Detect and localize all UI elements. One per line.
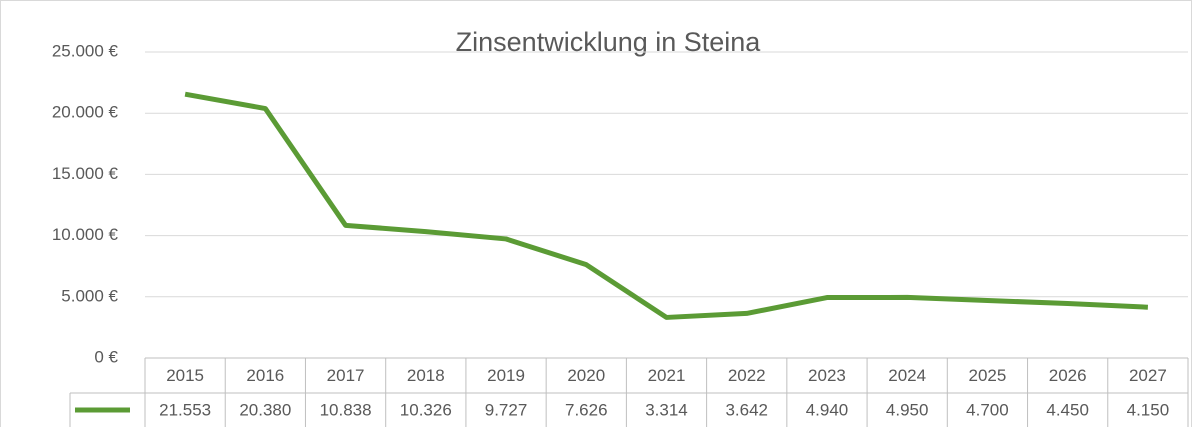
x-tick-label: 2023 [808, 366, 846, 385]
y-tick-label: 20.000 € [52, 103, 119, 122]
x-tick-label: 2018 [407, 366, 445, 385]
table-value: 21.553 [159, 400, 211, 419]
x-tick-label: 2022 [728, 366, 766, 385]
table-value: 10.838 [320, 400, 372, 419]
table-value: 10.326 [400, 400, 452, 419]
table-value: 20.380 [239, 400, 291, 419]
x-tick-label: 2024 [888, 366, 926, 385]
x-tick-label: 2025 [969, 366, 1007, 385]
x-tick-label: 2016 [246, 366, 284, 385]
table-value: 3.642 [725, 400, 768, 419]
table-value: 9.727 [485, 400, 528, 419]
x-tick-label: 2015 [166, 366, 204, 385]
x-tick-label: 2027 [1129, 366, 1167, 385]
y-tick-label: 10.000 € [52, 225, 119, 244]
y-tick-label: 15.000 € [52, 164, 119, 183]
y-tick-label: 25.000 € [52, 41, 119, 60]
table-value: 7.626 [565, 400, 608, 419]
chart-title: Zinsentwicklung in Steina [456, 27, 762, 57]
x-tick-label: 2026 [1049, 366, 1087, 385]
table-value: 3.314 [645, 400, 688, 419]
x-tick-label: 2020 [567, 366, 605, 385]
y-tick-label: 0 € [94, 347, 118, 366]
table-value: 4.450 [1046, 400, 1089, 419]
x-tick-label: 2021 [648, 366, 686, 385]
x-tick-label: 2019 [487, 366, 525, 385]
table-value: 4.950 [886, 400, 929, 419]
x-tick-label: 2017 [327, 366, 365, 385]
y-tick-label: 5.000 € [61, 286, 118, 305]
table-value: 4.700 [966, 400, 1009, 419]
table-value: 4.150 [1127, 400, 1170, 419]
table-value: 4.940 [806, 400, 849, 419]
line-series [184, 91, 1148, 320]
